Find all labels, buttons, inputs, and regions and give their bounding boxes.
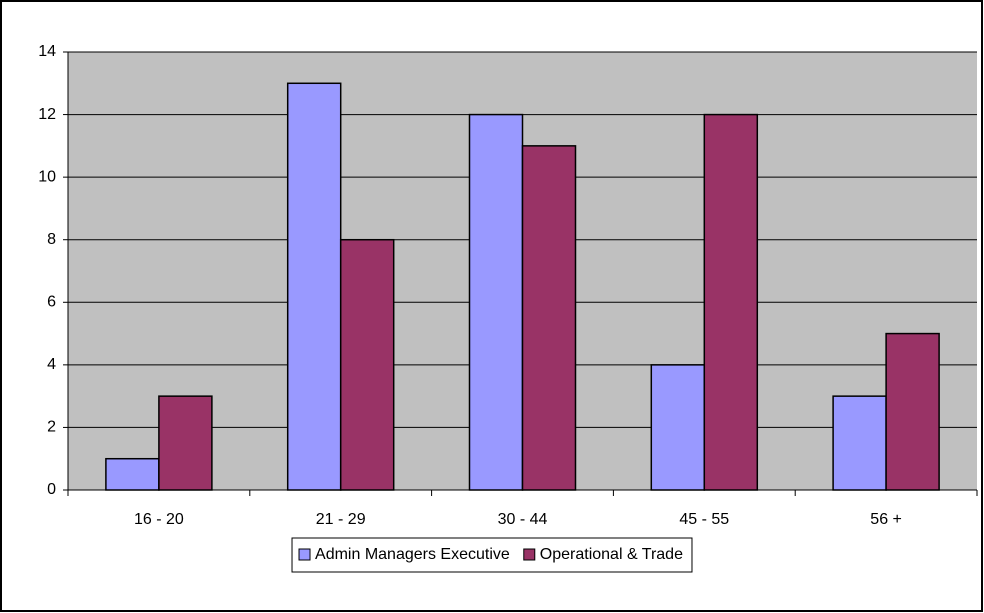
bar — [286, 82, 342, 491]
legend-swatch — [523, 548, 536, 561]
legend-label: Admin Managers Executive — [315, 546, 510, 563]
x-tick-label: 16 - 20 — [134, 511, 184, 528]
x-tick-label: 21 - 29 — [316, 511, 366, 528]
bar — [885, 332, 940, 491]
bar — [339, 238, 395, 491]
y-tick-label: 8 — [47, 231, 56, 248]
legend-label: Operational & Trade — [540, 546, 683, 563]
bar — [703, 113, 759, 491]
y-tick-label: 0 — [47, 481, 56, 498]
y-tick-label: 10 — [38, 168, 56, 185]
bar — [521, 145, 577, 491]
y-tick-label: 12 — [38, 106, 56, 123]
x-tick-label: 45 - 55 — [679, 511, 729, 528]
y-tick-label: 2 — [47, 419, 56, 436]
bar — [468, 113, 524, 491]
y-tick-label: 14 — [38, 43, 56, 60]
legend-box — [291, 537, 693, 573]
y-tick-label: 4 — [47, 356, 56, 373]
legend-swatch — [298, 548, 311, 561]
x-tick-label: 56 + — [870, 511, 902, 528]
bar — [105, 457, 160, 491]
x-tick-label: 30 - 44 — [498, 511, 548, 528]
y-tick-label: 6 — [47, 294, 56, 311]
bar — [832, 395, 887, 491]
bar — [650, 364, 706, 491]
bar — [158, 395, 213, 491]
